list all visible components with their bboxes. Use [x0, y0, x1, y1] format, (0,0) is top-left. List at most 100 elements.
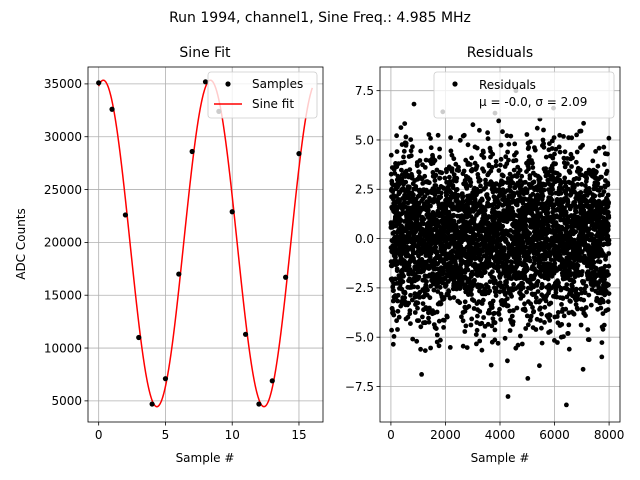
legend-samples-label: Samples	[252, 77, 303, 91]
residual-point	[575, 263, 581, 268]
residual-point	[444, 192, 450, 198]
residual-point	[586, 186, 592, 191]
residual-point	[537, 363, 542, 369]
residual-point	[485, 130, 490, 136]
residual-point	[448, 148, 454, 154]
residual-point	[527, 176, 533, 181]
residual-point	[438, 301, 444, 307]
residual-point	[416, 274, 422, 280]
residual-point	[535, 279, 541, 284]
residual-point	[481, 333, 487, 338]
residuals-panel: Residuals 0 2000 4000 6000 8000 −7.5 −5.0 −2.5…	[345, 45, 625, 465]
residual-point	[505, 149, 510, 155]
residual-point	[605, 182, 611, 188]
residual-point	[511, 167, 517, 173]
residual-point	[539, 340, 545, 346]
residual-point	[489, 165, 495, 170]
residual-point	[534, 282, 540, 288]
residual-point	[501, 248, 507, 253]
residual-point	[496, 311, 502, 317]
residual-point	[569, 135, 575, 141]
residual-point	[391, 312, 397, 318]
residual-point	[555, 340, 560, 345]
residual-point	[498, 162, 503, 168]
residual-point	[428, 345, 433, 351]
residual-point	[428, 136, 433, 141]
residual-point	[461, 132, 467, 138]
residual-point	[469, 316, 475, 322]
residual-point	[446, 289, 452, 295]
residual-point	[507, 308, 513, 314]
residual-point	[524, 289, 529, 295]
residual-point	[422, 348, 428, 353]
residual-point	[511, 308, 516, 313]
residual-point	[441, 318, 447, 323]
residual-point	[398, 125, 404, 130]
residual-point	[556, 144, 562, 150]
residual-point	[557, 172, 562, 178]
residual-point	[497, 306, 502, 312]
residual-point	[419, 372, 424, 377]
residual-point	[541, 141, 546, 147]
residual-point	[451, 295, 457, 300]
residual-point	[541, 187, 547, 193]
residual-point	[571, 237, 577, 243]
residual-point	[415, 284, 421, 290]
residual-point	[580, 366, 586, 372]
residual-point	[528, 139, 533, 145]
residual-point	[600, 326, 606, 332]
residual-point	[553, 161, 558, 167]
residual-point	[460, 318, 466, 324]
residual-point	[504, 296, 510, 302]
sine-fit-y-tick-label: 5000	[51, 394, 82, 408]
residual-point	[490, 269, 495, 274]
residual-point	[498, 317, 504, 322]
residual-point	[486, 196, 491, 202]
residuals-x-tick-label: 4000	[485, 428, 516, 442]
residual-point	[524, 267, 530, 273]
residual-point	[593, 265, 599, 271]
residual-point	[543, 298, 549, 304]
residual-point	[594, 169, 599, 175]
residual-point	[500, 173, 506, 179]
residual-point	[569, 164, 574, 169]
residual-point	[505, 303, 511, 309]
residuals-y-tick-label: 0.0	[355, 232, 374, 246]
residual-point	[535, 225, 540, 231]
residual-point	[557, 149, 563, 155]
residual-point	[493, 163, 499, 169]
residual-point	[395, 308, 401, 314]
residual-point	[563, 210, 569, 216]
residual-point	[471, 282, 477, 287]
legend-residuals-marker	[452, 81, 458, 87]
residual-point	[444, 169, 449, 175]
residual-point	[502, 211, 507, 216]
residual-point	[532, 291, 538, 297]
residual-point	[551, 135, 557, 141]
residual-point	[537, 258, 543, 264]
residual-point	[464, 345, 470, 350]
residual-point	[528, 313, 534, 319]
residual-point	[606, 215, 612, 220]
sine-fit-plot-area	[96, 79, 314, 408]
residual-point	[394, 318, 399, 324]
sine-fit-legend-box	[207, 71, 318, 119]
residual-point	[583, 305, 589, 310]
residual-point	[533, 327, 539, 332]
residual-point	[556, 280, 561, 286]
residual-point	[524, 187, 530, 193]
residual-point	[424, 279, 429, 284]
residual-point	[523, 326, 529, 331]
residual-point	[566, 346, 572, 352]
residual-point	[605, 227, 611, 232]
residual-point	[504, 280, 509, 286]
residual-point	[434, 309, 440, 315]
residual-point	[509, 293, 514, 299]
residual-point	[558, 190, 564, 196]
residual-point	[541, 144, 547, 150]
residual-point	[426, 132, 432, 137]
residual-point	[573, 302, 579, 307]
residual-point	[490, 298, 496, 304]
residual-point	[402, 199, 407, 205]
